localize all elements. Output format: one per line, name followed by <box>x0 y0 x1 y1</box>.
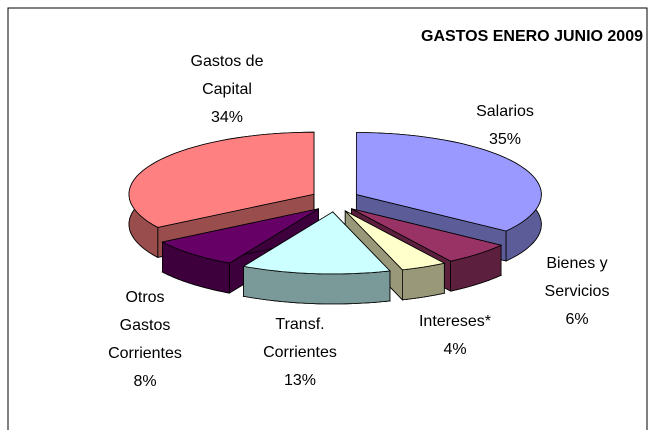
category-label: Transf. Corrientes <box>263 316 337 361</box>
category-label: Otros Gastos Corrientes <box>108 289 182 362</box>
value-label: 8% <box>133 373 157 390</box>
chart-title: GASTOS ENERO JUNIO 2009 <box>421 28 643 45</box>
value-label: 6% <box>565 311 589 328</box>
data-label: Transf. Corrientes 13% <box>250 311 350 395</box>
category-label: Intereses* <box>418 313 492 330</box>
frame <box>7 7 648 430</box>
slice <box>242 211 391 275</box>
slice <box>351 208 503 262</box>
category-label: Salarios <box>476 103 534 120</box>
value-label: 13% <box>283 372 317 389</box>
slice <box>355 132 542 232</box>
slice <box>128 131 315 228</box>
value-label: 35% <box>488 131 522 148</box>
data-label: Otros Gastos Corrientes 8% <box>103 284 188 396</box>
value-label: 4% <box>443 341 467 358</box>
value-label: 34% <box>210 109 244 126</box>
data-label: Salarios 35% <box>450 98 560 154</box>
data-label: Gastos de Capital 34% <box>177 48 277 132</box>
slice <box>161 208 319 264</box>
data-label: Intereses* 4% <box>400 308 510 364</box>
data-label: Bienes y Servicios 6% <box>532 250 622 334</box>
category-label: Bienes y Servicios <box>544 255 610 300</box>
category-label: Gastos de Capital <box>190 53 264 98</box>
slice <box>344 210 446 271</box>
